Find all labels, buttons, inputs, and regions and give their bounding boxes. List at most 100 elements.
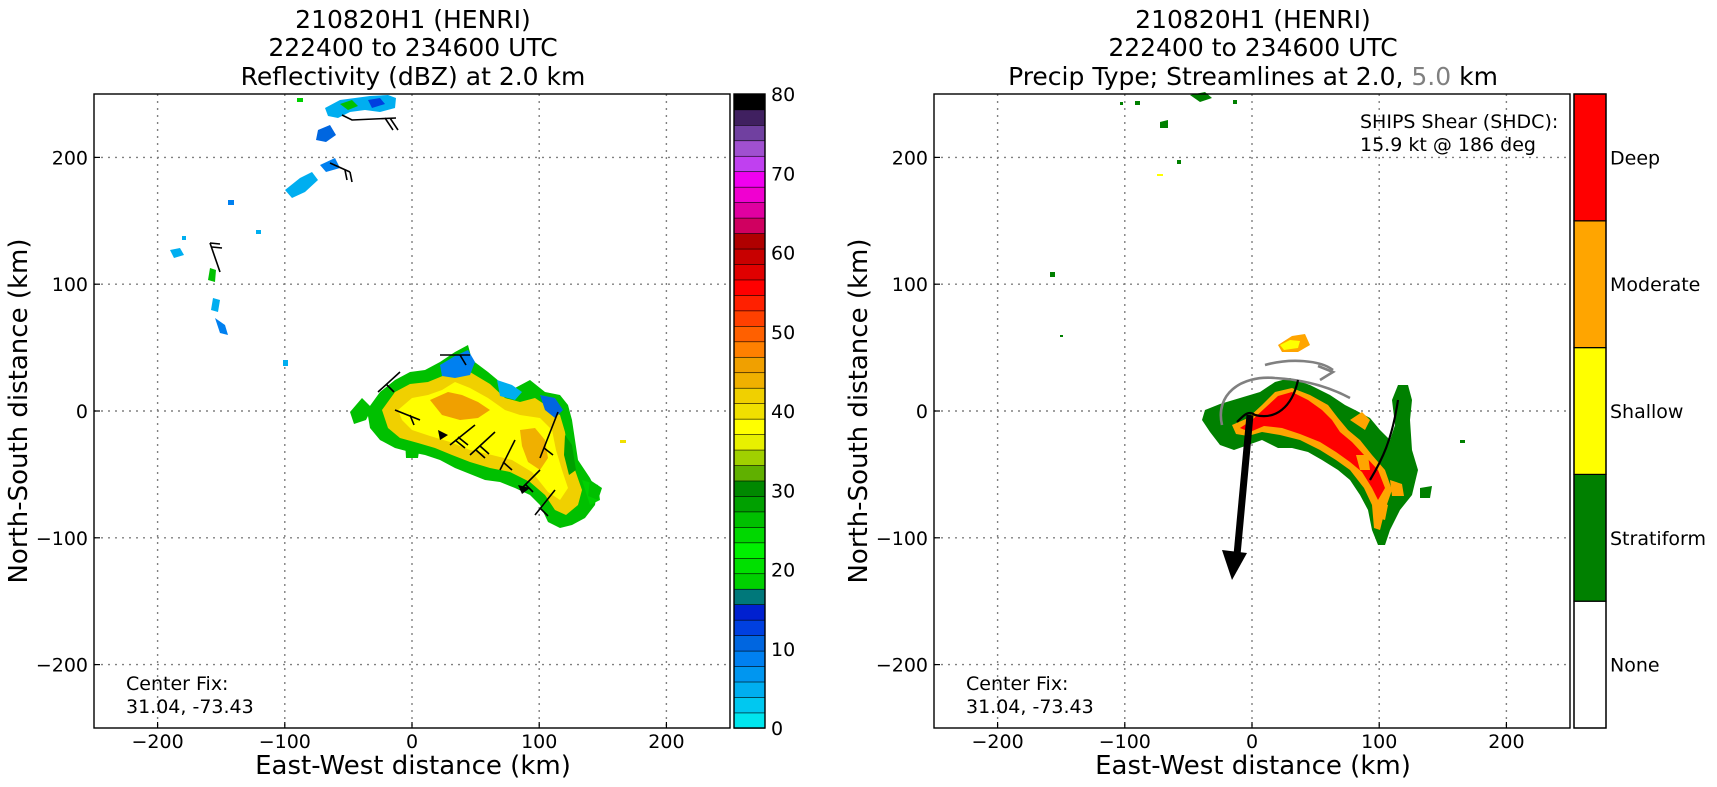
right-title-line-3: Precip Type; Streamlines at 2.0, 5.0 km [1008,62,1498,91]
left-title-line-3: Reflectivity (dBZ) at 2.0 km [241,62,586,91]
precip-type-panel: 210820H1 (HENRI) 222400 to 234600 UTC Pr… [844,5,1706,781]
category-label: Deep [1610,147,1660,169]
left-title-line-2: 222400 to 234600 UTC [268,33,557,62]
streamline-arrow [1317,364,1336,382]
colorbar-segment [733,372,766,389]
x-tick-label: 200 [648,731,684,753]
y-tick-label: −200 [36,655,88,677]
shear-vector-head [1222,550,1247,580]
right-title-line-3-part-a: Precip Type; Streamlines at 2.0, [1008,62,1411,91]
colorbar-segment [733,712,766,729]
right-gridlines [934,94,1570,728]
reflectivity-colorbar [733,93,766,729]
x-tick-label: −100 [1099,731,1151,753]
colorbar-segment [733,279,766,296]
left-axis-ticks: −200 −200 −100 −100 0 0 100 100 200 200 [36,147,685,753]
category-swatch [1573,347,1607,476]
colorbar-segment [733,464,766,482]
colorbar-segment [733,495,766,513]
streamline-5km-upper [1264,359,1334,372]
reflectivity-echoes [170,95,626,528]
left-center-fix-coords: 31.04, -73.43 [126,696,254,718]
left-x-axis-label: East-West distance (km) [255,751,571,781]
category-label: None [1610,655,1660,677]
right-title-line-3-part-c: km [1451,62,1498,91]
left-y-axis-label: North-South distance (km) [4,238,34,583]
x-tick-label: −100 [259,731,311,753]
right-title-line-1: 210820H1 (HENRI) [1135,5,1371,34]
colorbar-segment [733,433,766,451]
x-tick-label: 0 [1246,731,1258,753]
colorbar-segment [733,186,766,203]
right-axis-ticks: −200 −200 −100 −100 0 0 100 100 200 200 [876,147,1525,753]
y-tick-label: −100 [36,528,88,550]
colorbar-segment [733,402,766,420]
colorbar-segment [733,588,766,605]
colorbar-segment [733,294,766,312]
colorbar-segment [733,681,766,698]
reflectivity-colorbar-frame [733,93,766,729]
colorbar-tick-label: 80 [771,84,795,106]
colorbar-segment [733,650,766,667]
category-swatch [1573,600,1607,729]
x-tick-label: −200 [972,731,1024,753]
right-center-fix-label: Center Fix: [966,673,1068,695]
right-title-line-2: 222400 to 234600 UTC [1108,33,1397,62]
y-tick-label: 100 [892,274,928,296]
right-title-line-3-part-b: 5.0 [1411,62,1451,91]
colorbar-segment [733,93,766,111]
y-tick-label: 200 [52,147,88,169]
precip-type-colorbar-frame [1573,93,1607,729]
colorbar-segment [733,201,766,219]
right-x-axis-label: East-West distance (km) [1095,751,1411,781]
colorbar-tick-label: 60 [771,243,795,265]
colorbar-segment [733,140,766,157]
colorbar-segment [733,171,766,188]
colorbar-segment [733,665,766,683]
colorbar-segment [733,124,766,142]
y-tick-label: −100 [876,528,928,550]
colorbar-segment [733,449,766,466]
colorbar-tick-label: 10 [771,639,795,661]
colorbar-tick-label: 40 [771,401,795,423]
barb-flag [438,430,448,440]
shear-label: SHIPS Shear (SHDC): [1360,111,1558,133]
colorbar-tick-label: 20 [771,560,795,582]
left-title-line-1: 210820H1 (HENRI) [295,5,531,34]
colorbar-segment [733,109,766,126]
x-tick-label: 200 [1488,731,1524,753]
left-center-fix-label: Center Fix: [126,673,228,695]
colorbar-segment [733,356,766,374]
precip-type-echoes [1050,92,1465,545]
x-tick-label: 100 [521,731,557,753]
category-label: Moderate [1610,274,1700,296]
colorbar-segment [733,325,766,343]
streamline-2km-east [1369,399,1400,481]
category-swatch [1573,220,1607,349]
barb-flag [518,485,530,494]
reflectivity-panel: 210820H1 (HENRI) 222400 to 234600 UTC Re… [4,5,795,781]
colorbar-segment [733,634,766,652]
colorbar-segment [733,341,766,358]
colorbar-tick-label: 0 [771,718,783,740]
x-tick-label: 0 [406,731,418,753]
colorbar-segment [733,248,766,265]
colorbar-segment [733,603,766,621]
shear-vector-shaft [1233,414,1254,556]
category-label: Shallow [1610,401,1683,423]
reflectivity-colorbar-labels: 0 10 20 30 40 50 60 70 80 [771,84,795,740]
right-y-axis-label: North-South distance (km) [844,238,874,583]
colorbar-segment [733,526,766,544]
colorbar-segment [733,557,766,575]
shear-value: 15.9 kt @ 186 deg [1360,134,1536,156]
colorbar-segment [733,232,766,250]
category-swatch [1573,473,1607,602]
y-tick-label: 0 [916,401,928,423]
colorbar-segment [733,696,766,714]
category-swatch [1573,93,1607,222]
streamline-5km [1219,376,1351,426]
colorbar-segment [733,542,766,559]
streamline-2km [1236,379,1300,423]
colorbar-segment [733,480,766,497]
